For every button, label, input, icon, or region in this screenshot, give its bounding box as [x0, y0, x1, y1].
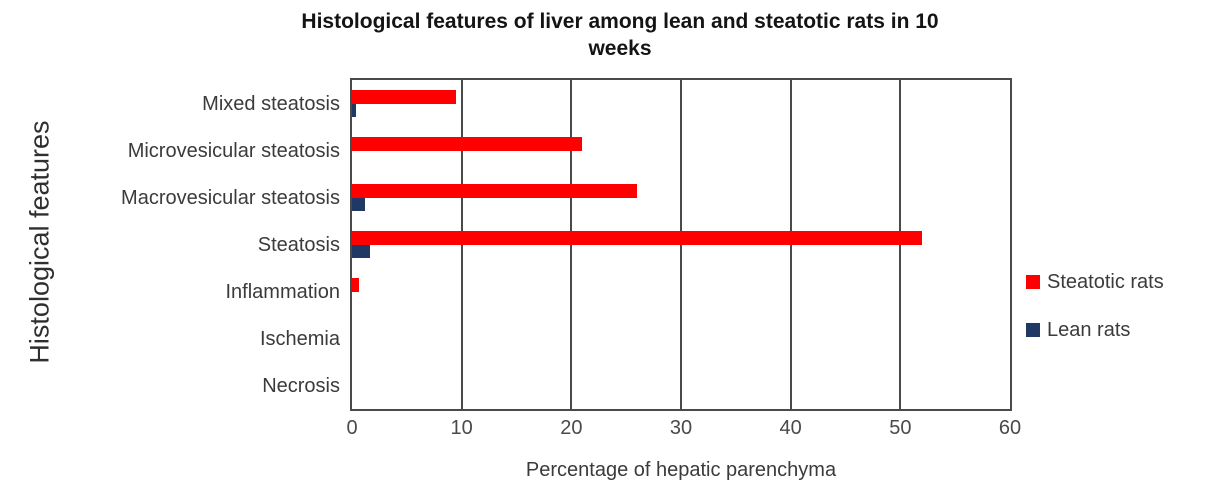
- plot-area: [350, 78, 1012, 411]
- x-tick-label-0: 0: [346, 417, 358, 439]
- category-label-4: Inflammation: [225, 280, 341, 303]
- gridline-20: [570, 80, 573, 409]
- bar-lean-3: [352, 244, 370, 258]
- category-label-0: Mixed steatosis: [202, 92, 340, 115]
- x-tick-label-10: 10: [450, 417, 473, 439]
- category-label-6: Necrosis: [262, 374, 340, 397]
- legend-item-steatotic-rats: Steatotic rats: [1026, 268, 1164, 296]
- gridline-10: [460, 80, 463, 409]
- bar-lean-2: [352, 197, 366, 211]
- bar-steatotic-3: [352, 230, 923, 245]
- x-tick-label-30: 30: [669, 417, 693, 439]
- chart-title-line-2: weeks: [588, 37, 652, 60]
- category-label-3: Steatosis: [257, 233, 340, 256]
- bar-steatotic-4: [352, 277, 359, 292]
- gridline-30: [680, 80, 682, 409]
- bar-lean-0: [352, 103, 357, 117]
- x-tick-label-50: 50: [889, 417, 912, 439]
- legend-swatch-icon: [1026, 275, 1040, 289]
- legend-item-lean-rats: Lean rats: [1026, 316, 1164, 344]
- chart-title-line-1: Histological features of liver among lea…: [301, 10, 939, 33]
- x-tick-label-40: 40: [779, 417, 802, 439]
- bar-steatotic-0: [352, 89, 457, 104]
- gridline-40: [789, 80, 792, 409]
- category-label-5: Ischemia: [259, 327, 340, 350]
- legend-label: Lean rats: [1047, 318, 1131, 341]
- legend-label: Steatotic rats: [1047, 270, 1164, 293]
- x-axis-title: Percentage of hepatic parenchyma: [525, 459, 837, 481]
- legend: Steatotic rats Lean rats: [1026, 268, 1164, 364]
- gridline-50: [899, 80, 902, 409]
- x-tick-label-60: 60: [998, 417, 1022, 439]
- bar-steatotic-1: [352, 136, 583, 151]
- category-label-2: Macrovesicular steatosis: [121, 186, 340, 209]
- bar-steatotic-2: [352, 183, 638, 198]
- chart-title: Histological features of liver among lea…: [195, 8, 1045, 62]
- legend-swatch-icon: [1026, 323, 1040, 337]
- x-tick-label-20: 20: [560, 417, 583, 439]
- category-label-1: Microvesicular steatosis: [127, 139, 340, 162]
